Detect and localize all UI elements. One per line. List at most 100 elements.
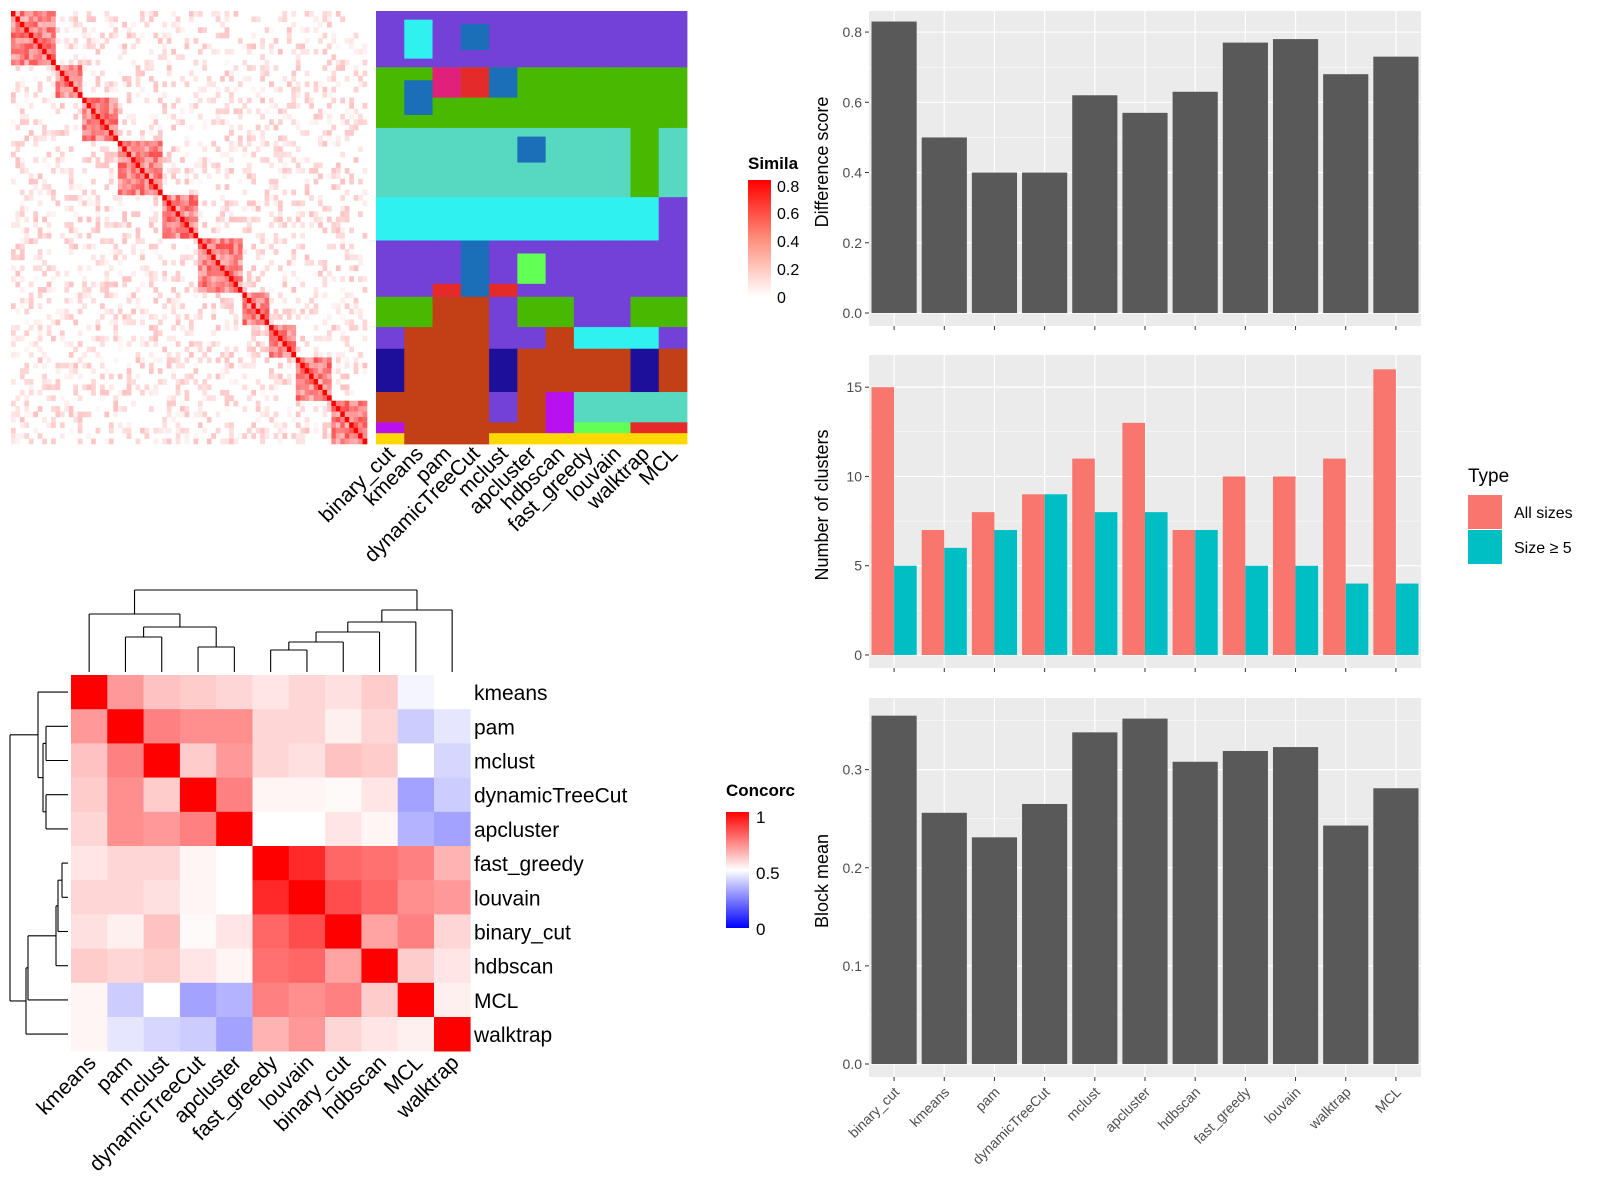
similarity-cell bbox=[95, 103, 101, 109]
similarity-cell bbox=[331, 438, 337, 445]
similarity-cell bbox=[220, 259, 225, 266]
similarity-cell bbox=[122, 151, 127, 158]
similarity-cell bbox=[108, 119, 114, 125]
similarity-cell bbox=[340, 227, 346, 234]
similarity-cell bbox=[193, 433, 199, 439]
similarity-cell bbox=[86, 362, 92, 369]
similarity-cell bbox=[189, 103, 194, 109]
similarity-cell bbox=[126, 157, 132, 163]
similarity-cell bbox=[215, 259, 221, 266]
concordance-cell bbox=[361, 948, 398, 984]
similarity-cell bbox=[278, 422, 283, 429]
similarity-cell bbox=[15, 65, 21, 71]
similarity-cell bbox=[11, 16, 16, 23]
similarity-cell bbox=[86, 16, 92, 23]
similarity-cell bbox=[193, 411, 199, 418]
similarity-cell bbox=[220, 303, 225, 309]
similarity-cell bbox=[291, 330, 297, 337]
concordance-cell bbox=[143, 914, 181, 949]
similarity-cell bbox=[73, 86, 79, 93]
similarity-cell bbox=[260, 75, 265, 82]
similarity-cell bbox=[331, 54, 337, 61]
similarity-cell bbox=[153, 173, 159, 180]
similarity-cell bbox=[322, 276, 328, 282]
cluster-cell bbox=[658, 11, 688, 68]
similarity-cell bbox=[300, 400, 305, 407]
similarity-cell bbox=[175, 222, 181, 228]
similarity-cell bbox=[206, 287, 212, 293]
similarity-cell bbox=[15, 124, 21, 131]
similarity-cell bbox=[91, 130, 96, 136]
concordance-cell bbox=[216, 709, 253, 744]
similarity-cell bbox=[322, 65, 328, 71]
similarity-cell bbox=[340, 351, 346, 358]
similarity-cell bbox=[157, 97, 163, 104]
similarity-cell bbox=[175, 438, 181, 445]
similarity-cell bbox=[140, 157, 145, 163]
similarity-cell bbox=[335, 368, 341, 374]
similarity-cell bbox=[215, 32, 221, 39]
similarity-cell bbox=[19, 16, 25, 23]
similarity-cell bbox=[42, 97, 47, 104]
similarity-cell bbox=[335, 433, 341, 439]
similarity-cell bbox=[104, 184, 110, 190]
similarity-cell bbox=[193, 379, 199, 385]
similarity-cell bbox=[140, 281, 145, 288]
similarity-cell bbox=[215, 146, 221, 153]
cluster-cell bbox=[602, 296, 631, 328]
similarity-cell bbox=[251, 308, 257, 315]
similarity-cell bbox=[24, 119, 30, 125]
similarity-cell bbox=[189, 167, 194, 174]
similarity-cell bbox=[162, 200, 168, 207]
similarity-cell bbox=[113, 97, 119, 104]
similarity-cell bbox=[64, 297, 70, 304]
similarity-cell bbox=[202, 249, 208, 255]
similarity-cell bbox=[82, 59, 87, 66]
similarity-cell bbox=[122, 281, 127, 288]
similarity-cell bbox=[68, 178, 74, 185]
similarity-cell bbox=[117, 346, 123, 353]
cluster-cell bbox=[376, 197, 405, 241]
similarity-cell bbox=[157, 319, 163, 326]
similarity-cell bbox=[15, 308, 21, 315]
similarity-cell bbox=[175, 319, 181, 326]
similarity-cell bbox=[153, 184, 159, 190]
similarity-cell bbox=[197, 249, 203, 255]
similarity-cell bbox=[309, 368, 314, 374]
similarity-cell bbox=[108, 124, 114, 131]
concordance-cell bbox=[143, 1017, 181, 1052]
similarity-cell bbox=[64, 222, 70, 228]
similarity-cell bbox=[33, 411, 38, 418]
similarity-cell bbox=[91, 178, 96, 185]
similarity-cell bbox=[68, 297, 74, 304]
similarity-cell bbox=[353, 411, 359, 418]
similarity-cell bbox=[157, 135, 163, 142]
similarity-cell bbox=[175, 314, 181, 320]
cluster-cell bbox=[489, 422, 518, 434]
cluster-cell bbox=[517, 253, 546, 284]
similarity-cell bbox=[184, 232, 190, 239]
similarity-cell bbox=[215, 292, 221, 299]
similarity-cell bbox=[144, 265, 150, 272]
similarity-cell bbox=[215, 373, 221, 380]
similarity-cell bbox=[64, 92, 70, 98]
similarity-cell bbox=[122, 146, 127, 153]
bar bbox=[1395, 583, 1419, 655]
concordance-cell bbox=[434, 743, 471, 778]
similarity-cell bbox=[349, 346, 354, 353]
similarity-cell bbox=[131, 335, 136, 342]
conc-tick-label: 1 bbox=[756, 808, 765, 827]
concordance-cell bbox=[179, 846, 217, 881]
similarity-cell bbox=[95, 200, 101, 207]
similarity-cell bbox=[295, 314, 301, 320]
concordance-cell bbox=[325, 777, 362, 813]
cluster-cell bbox=[517, 392, 547, 423]
similarity-cell bbox=[220, 75, 225, 82]
similarity-cell bbox=[113, 195, 119, 201]
similarity-cell bbox=[224, 254, 230, 261]
similarity-cell bbox=[68, 341, 74, 347]
similarity-cell bbox=[322, 433, 328, 439]
similarity-cell bbox=[318, 21, 323, 28]
concordance-cell bbox=[71, 777, 108, 813]
